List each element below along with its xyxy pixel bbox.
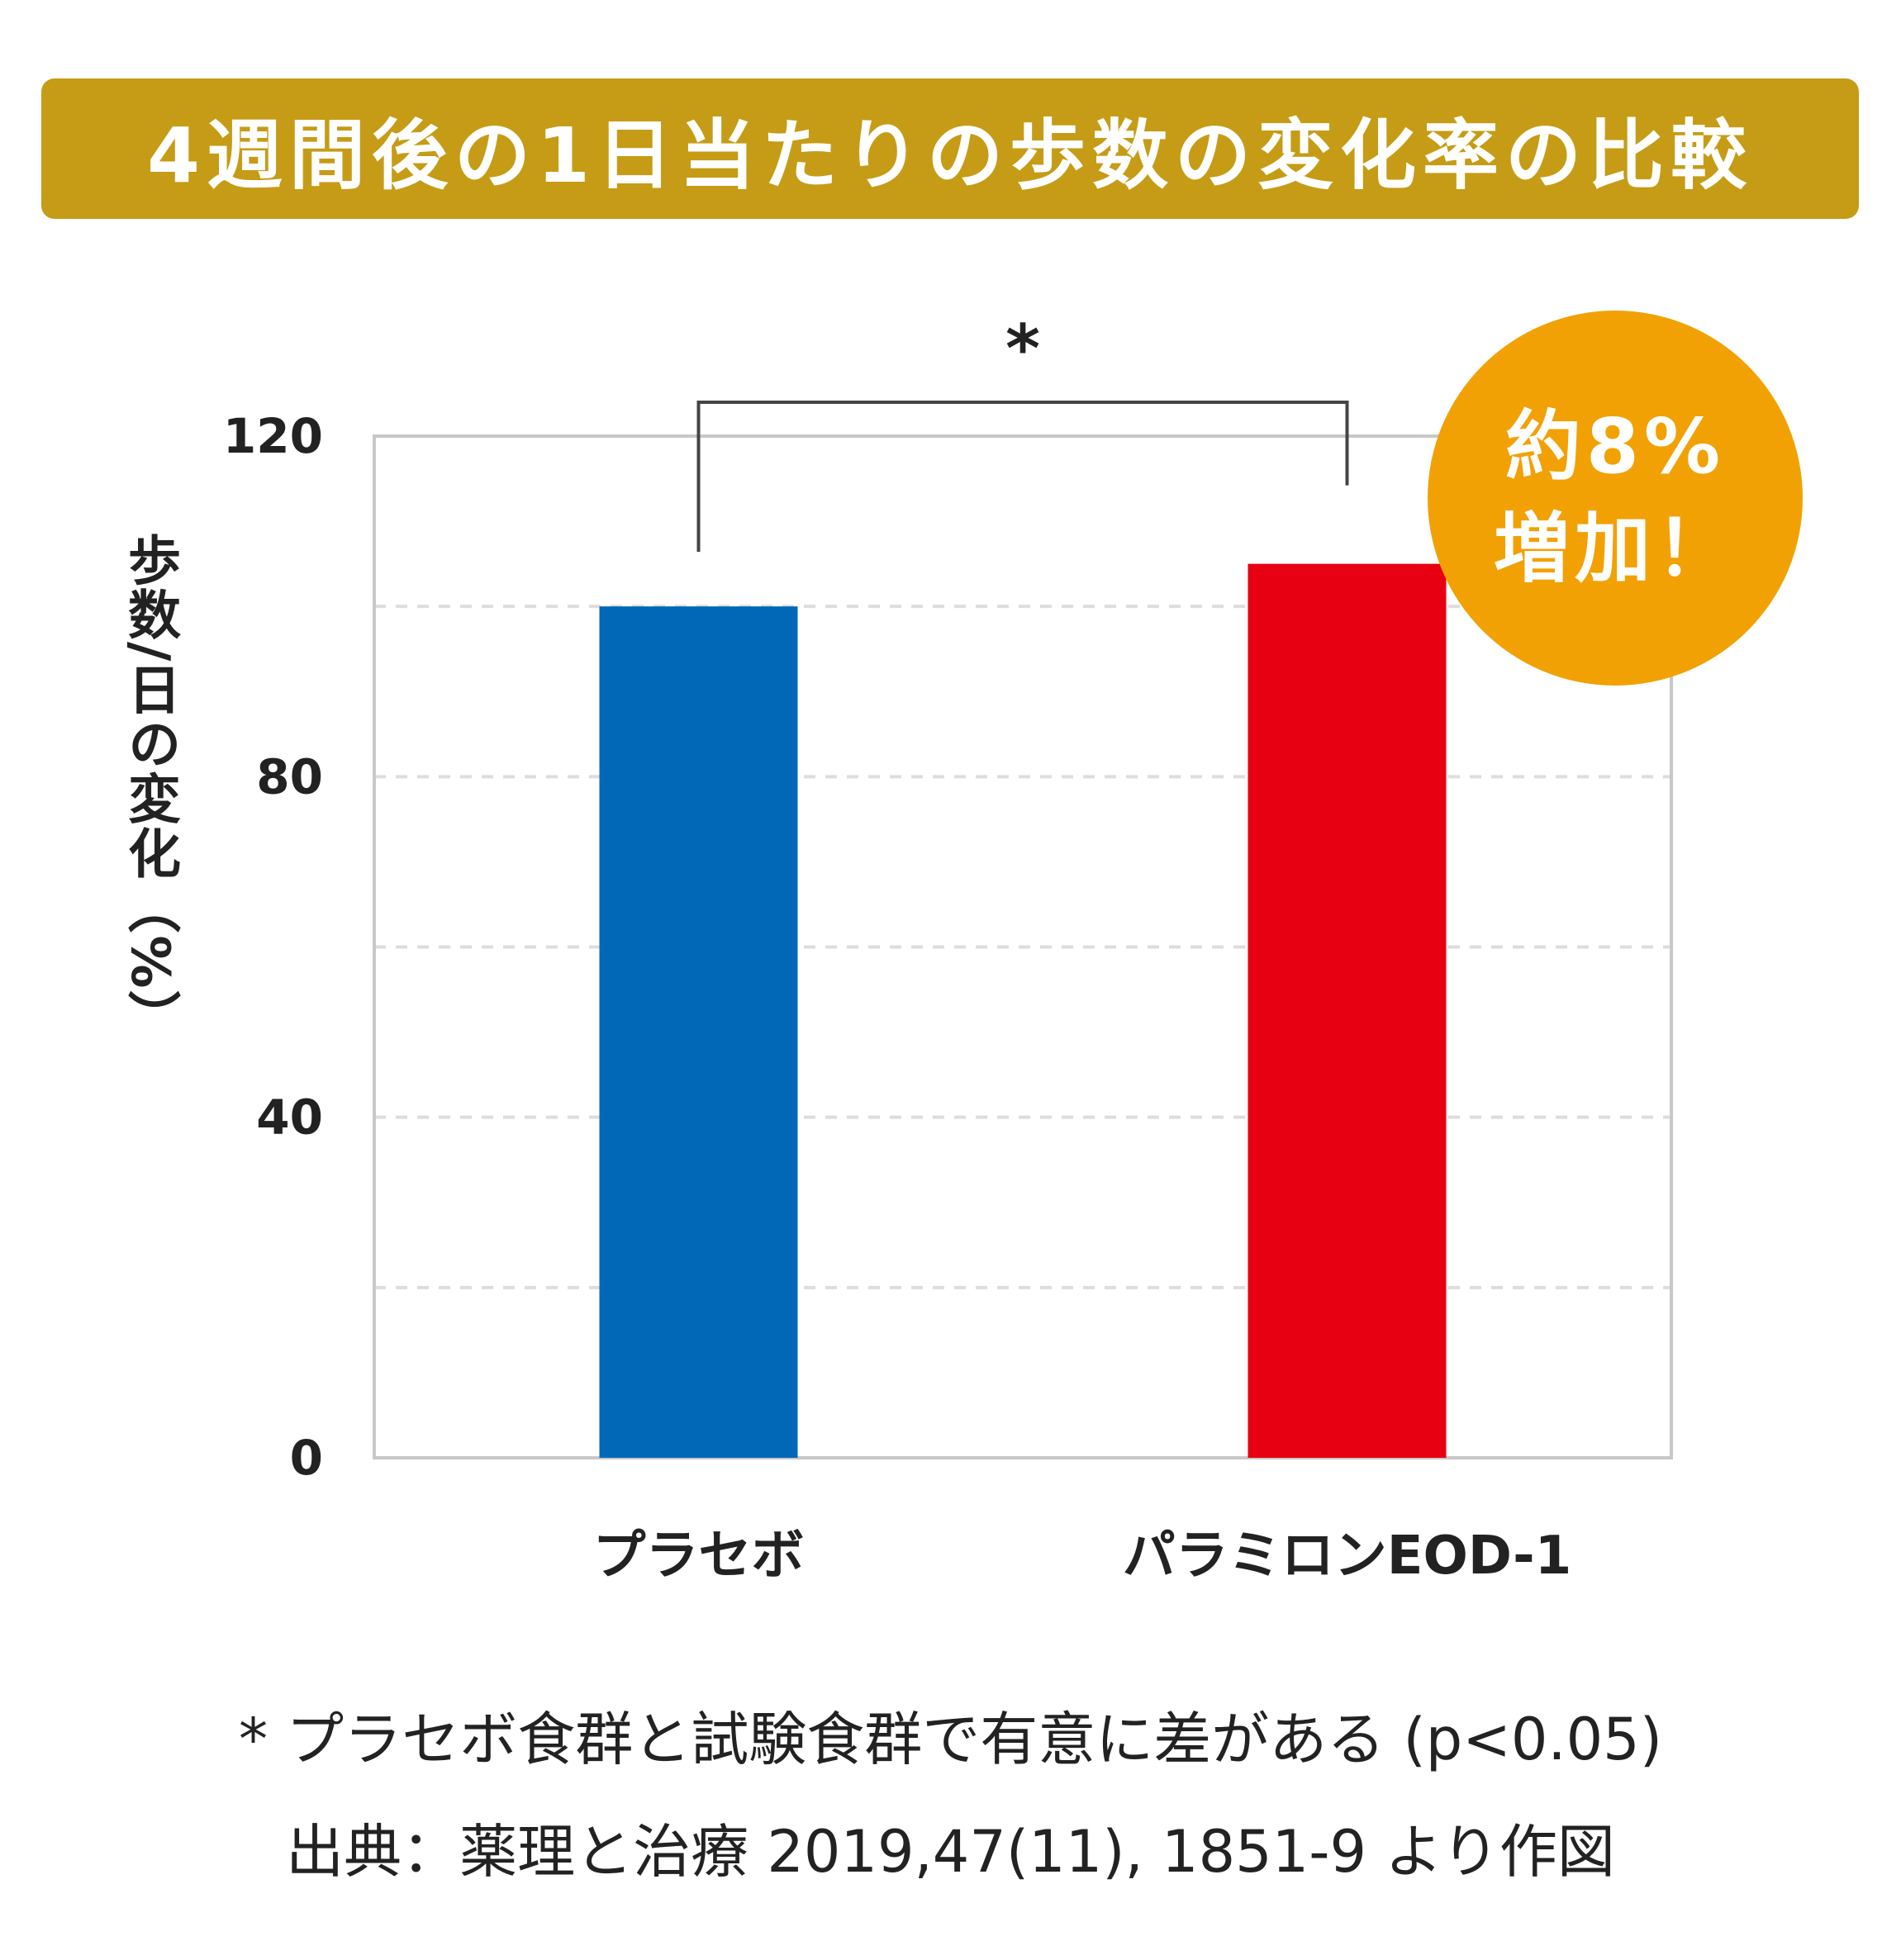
y-tick-label: 120 [223, 408, 323, 464]
y-tick-label: 0 [290, 1430, 323, 1486]
significance-note: * プラセボ食群と試験食群で有意に差がある (p<0.05) [238, 1706, 1663, 1773]
x-category-label: プラセボ [593, 1526, 805, 1587]
y-tick-label: 40 [256, 1089, 323, 1146]
bar-paramylon [1248, 563, 1447, 1458]
source-note: 出典：薬理と治療 2019,47(11), 1851-9 より作図 [286, 1818, 1615, 1886]
bar-placebo [599, 606, 798, 1458]
badge-line-1: 約8% [1504, 401, 1726, 491]
x-category-label: パラミロンEOD-1 [1123, 1526, 1572, 1587]
chart-title: 4週間後の1日当たりの歩数の変化率の比較 [41, 78, 1859, 219]
y-tick-label: 80 [256, 748, 323, 804]
significance-asterisk: * [1005, 311, 1040, 387]
y-axis-title: 歩数/日の変化（%） [119, 533, 180, 1045]
plot-frame [373, 434, 1673, 1459]
badge-line-2: 増加！ [1493, 505, 1737, 593]
increase-badge: 約8% 増加！ [1428, 311, 1803, 686]
significance-bracket [696, 401, 1349, 553]
